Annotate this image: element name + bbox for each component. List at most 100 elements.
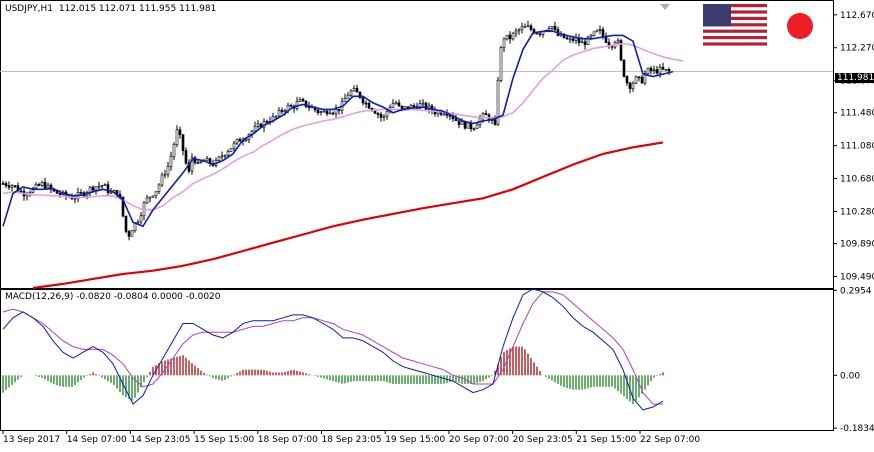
candle-body	[289, 105, 293, 107]
candle-body	[154, 191, 158, 197]
price-tick-label: 109.490	[840, 272, 874, 282]
macd-signal-line	[2, 291, 663, 405]
candle-body	[151, 195, 155, 198]
candle-body	[205, 158, 209, 161]
candle-body	[502, 38, 506, 48]
candle-body	[400, 105, 404, 110]
candle-body	[529, 25, 533, 30]
candle-body	[49, 184, 53, 190]
candle-body	[127, 231, 131, 237]
candle-body	[139, 215, 143, 223]
candle-body	[457, 120, 461, 125]
candle-body	[448, 115, 452, 117]
candle-body	[499, 47, 503, 81]
candle-body	[397, 102, 401, 107]
candle-body	[664, 68, 668, 71]
candle-body	[658, 66, 662, 74]
price-tick-label: 111.480	[840, 109, 874, 119]
candle-body	[295, 101, 299, 109]
candle-body	[97, 185, 101, 188]
candle-body	[298, 99, 302, 102]
candle-body	[181, 134, 185, 151]
macd-tick-label: 0.00	[840, 371, 860, 381]
candle-body	[517, 29, 521, 32]
chart-shift-marker-icon[interactable]	[660, 4, 670, 10]
candle-body	[589, 35, 593, 38]
time-tick-label: 15 Sep 15:00	[194, 435, 254, 445]
price-tick-label: 111.080	[840, 142, 874, 152]
candle-body	[13, 185, 17, 187]
candle-body	[652, 69, 656, 72]
symbol-label: USDJPY,H1	[5, 4, 53, 14]
price-tick-label: 110.680	[840, 175, 874, 185]
candle-body	[421, 102, 425, 105]
candle-body	[37, 184, 41, 186]
candle-body	[472, 128, 476, 130]
time-tick-label: 13 Sep 2017	[3, 435, 60, 445]
candle-body	[79, 192, 83, 194]
candle-body	[331, 112, 335, 115]
ohlc-readout: 112.015 112.071 111.955 111.981	[58, 4, 217, 14]
candle-body	[163, 173, 167, 176]
candle-body	[265, 120, 269, 123]
candle-body	[130, 230, 134, 237]
candle-body	[535, 32, 539, 35]
candle-body	[304, 100, 308, 107]
candle-body	[493, 119, 497, 125]
candlestick-series	[1, 20, 671, 241]
candle-body	[580, 41, 584, 44]
candle-body	[124, 215, 128, 232]
candle-body	[460, 121, 464, 125]
candle-body	[226, 151, 230, 156]
candle-body	[58, 193, 62, 195]
time-tick-label: 22 Sep 07:00	[640, 435, 700, 445]
candle-body	[511, 32, 515, 40]
candle-body	[325, 110, 329, 115]
candle-body	[190, 157, 194, 172]
candle-body	[352, 87, 356, 92]
candle-body	[418, 103, 422, 109]
candle-body	[73, 197, 77, 200]
candle-body	[583, 41, 587, 45]
candle-body	[484, 113, 488, 116]
candle-body	[172, 144, 176, 157]
candle-body	[196, 162, 200, 164]
candle-body	[526, 25, 530, 28]
candle-body	[553, 26, 557, 30]
candle-body	[661, 66, 665, 70]
candle-body	[316, 109, 320, 113]
candle-body	[385, 111, 389, 117]
chart-frame	[0, 0, 834, 431]
candle-body	[379, 114, 383, 118]
candle-body	[601, 29, 605, 37]
candle-body	[301, 99, 305, 102]
macd-main-line	[2, 288, 664, 411]
candle-body	[358, 91, 362, 98]
candle-body	[634, 76, 638, 84]
candle-body	[100, 185, 104, 187]
price-tick-label: 110.280	[840, 207, 874, 217]
candle-body	[283, 110, 287, 113]
us-flag-icon	[703, 4, 767, 46]
candle-body	[547, 28, 551, 31]
candle-body	[199, 161, 203, 164]
candle-body	[346, 94, 350, 99]
candle-body	[424, 102, 428, 110]
slow-moving-average-line	[2, 42, 684, 211]
candle-body	[43, 181, 47, 189]
candle-body	[637, 76, 641, 79]
candle-body	[565, 37, 569, 40]
candle-body	[412, 105, 416, 107]
main-panel-border	[0, 0, 834, 289]
candle-body	[166, 166, 170, 175]
candle-body	[508, 34, 512, 40]
candle-body	[646, 67, 650, 74]
time-tick-label: 21 Sep 15:00	[576, 435, 636, 445]
macd-tick-label: -0.1834	[840, 424, 874, 434]
candle-body	[274, 115, 278, 118]
candle-body	[667, 68, 671, 72]
candle-body	[220, 155, 224, 158]
candle-body	[319, 111, 323, 114]
candle-body	[121, 196, 125, 217]
